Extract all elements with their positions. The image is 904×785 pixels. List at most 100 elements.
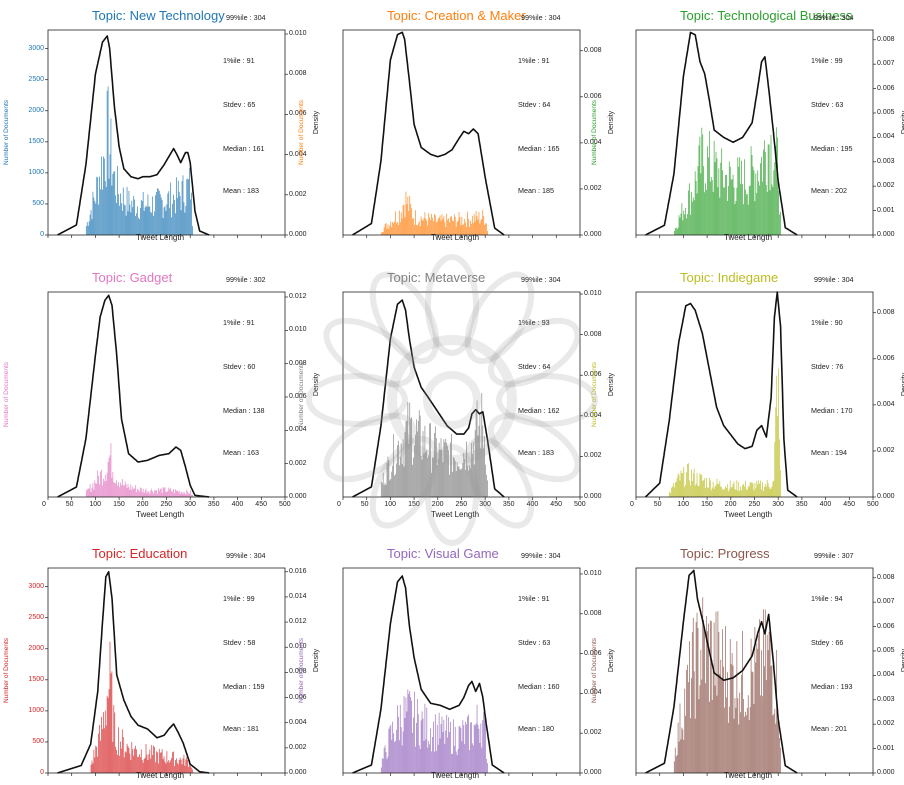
histogram-bar [407,402,409,497]
histogram-bar [764,609,766,773]
histogram-bar [133,755,135,773]
histogram-bar [181,180,183,235]
histogram-bar [741,490,742,497]
histogram-bar [776,649,778,773]
histogram-bar [165,210,167,235]
y2-tick-label: 0.002 [289,459,307,467]
histogram-bar [740,486,742,497]
histogram-bar [741,674,742,773]
histogram-bar [695,622,697,773]
histogram-bar [746,489,748,497]
histogram-panel: 0.000 0.001 0.002 0.003 0.004 0.005 0.006 0.007… [591,8,904,242]
histogram-bar [164,206,166,235]
histogram-bar [179,493,181,497]
y2-tick-label: 0.007 [877,598,895,606]
histogram-bar [763,140,765,235]
histogram-bar [104,181,106,235]
histogram-bar [463,224,465,235]
histogram-bar [137,756,138,773]
histogram-bar [690,485,691,497]
histogram-bar [165,763,167,773]
x-tick-label: 300 [772,501,784,508]
histogram-bar [140,488,142,497]
histogram-bar [169,489,171,497]
histogram-bar [432,457,433,497]
histogram-bar [719,480,721,497]
histogram-bar [702,134,704,235]
histogram-bar [153,493,154,497]
histogram-bar [696,612,698,773]
histogram-bar [440,724,442,773]
histogram-bar [446,714,448,773]
histogram-bar [109,641,111,773]
x-tick-label: 150 [701,501,713,508]
histogram-bar [766,191,768,235]
histogram-bar [691,201,693,235]
histogram-bar [674,747,676,773]
histogram-bar [487,480,488,497]
histogram-bar [134,488,136,497]
histogram-bar [763,486,765,497]
histogram-bar [429,423,431,497]
histogram-bar [132,207,134,235]
histogram-bar [760,163,761,235]
y2-tick-label: 0.004 [584,689,602,697]
histogram-bar [179,196,181,235]
y2-tick-label: 0.006 [877,622,895,630]
histogram-bar [444,442,446,497]
stat-p1: 1%ile : 99 [811,56,843,65]
histogram-bar [774,442,776,497]
histogram-bar [733,481,735,497]
x-tick-label: 250 [160,501,173,508]
x-tick-label: 200 [724,501,737,508]
histogram-bar [429,744,431,773]
histogram-bar [680,470,682,497]
histogram-bar [484,435,485,497]
histogram-bar [689,183,690,235]
histogram-bar [381,482,383,497]
histogram-bar [132,486,134,497]
histogram-bar [413,218,414,235]
chart-title: Topic: Technological Business [680,8,853,23]
histogram-bar [745,194,747,235]
histogram-bar [108,457,110,497]
x-tick-label: 350 [502,501,515,508]
histogram-bar [102,189,103,235]
y-tick-label: 0 [40,231,44,238]
histogram-bar [767,650,769,773]
histogram-bar [91,219,93,235]
histogram-bar [460,728,462,773]
histogram-bar [403,204,405,235]
histogram-bar [695,483,697,497]
histogram-bar [140,199,142,235]
histogram-bar [123,204,125,235]
histogram-bar [458,212,460,235]
histogram-bar [161,200,163,235]
histogram-bar [174,199,175,235]
histogram-bar [421,459,423,497]
histogram-bar [451,216,452,235]
histogram-bar [409,690,411,773]
histogram-bar [422,220,424,235]
histogram-bar [780,470,781,497]
histogram-bar [765,486,767,497]
histogram-bar [403,696,405,773]
histogram-bar [188,179,190,235]
histogram-bar [742,630,743,773]
histogram-bar [102,485,103,497]
histogram-bar [105,186,107,235]
histogram-bar [144,757,146,773]
histogram-bar [439,738,441,773]
histogram-bar [765,679,767,773]
histogram-bar [169,762,171,773]
histogram-bar [439,449,441,497]
histogram-bar [734,489,736,497]
histogram-bar [472,745,474,773]
histogram-bar [440,220,442,235]
histogram-bar [476,216,478,235]
histogram-bar [184,212,186,235]
histogram-bar [403,466,405,497]
histogram-bar [726,487,727,497]
density-curve [57,294,210,498]
histogram-bar [386,228,388,235]
